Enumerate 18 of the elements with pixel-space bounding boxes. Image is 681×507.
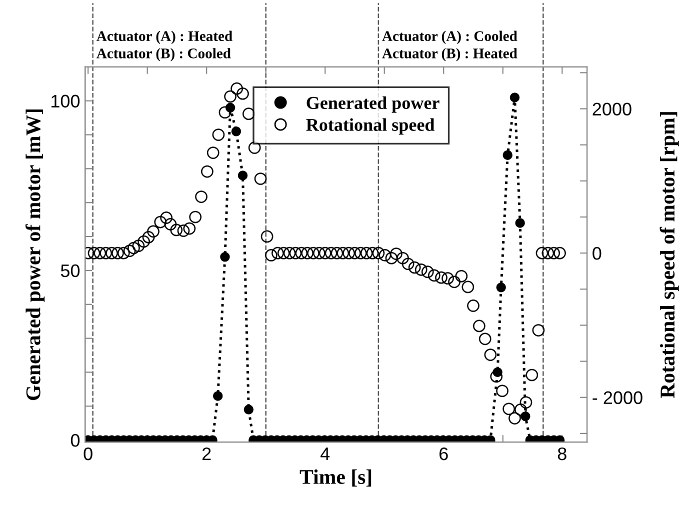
y2-tick-label: - 2000 xyxy=(592,391,642,404)
x-axis-title: Time [s] xyxy=(300,469,372,487)
y-axis-title: Generated power of motor [mW] xyxy=(25,109,45,400)
y2-tick-label: 0 xyxy=(592,247,602,260)
text: Actuator (A) : Cooled Actuator (B) : Heated xyxy=(382,30,518,62)
y-tick-label: 50 xyxy=(60,264,80,278)
x-tick-label: 8 xyxy=(558,447,566,460)
y2-axis-title: Rotational speed of motor [rpm] xyxy=(660,112,679,398)
legend-label: Rotational speed xyxy=(306,118,435,135)
y2-tick-label: 2000 xyxy=(592,102,632,116)
x-tick-label: 0 xyxy=(84,447,92,460)
y-tick-label: 0 xyxy=(70,434,80,447)
x-tick-label: 4 xyxy=(320,448,330,460)
y-tick-label: 100 xyxy=(52,94,80,108)
x-tick-label: 6 xyxy=(440,447,448,460)
legend-label: Generated power xyxy=(306,96,440,113)
text: Actuator (A) : Heated Actuator (B) : Cooled xyxy=(96,30,232,62)
x-tick-label: 2 xyxy=(202,447,211,460)
